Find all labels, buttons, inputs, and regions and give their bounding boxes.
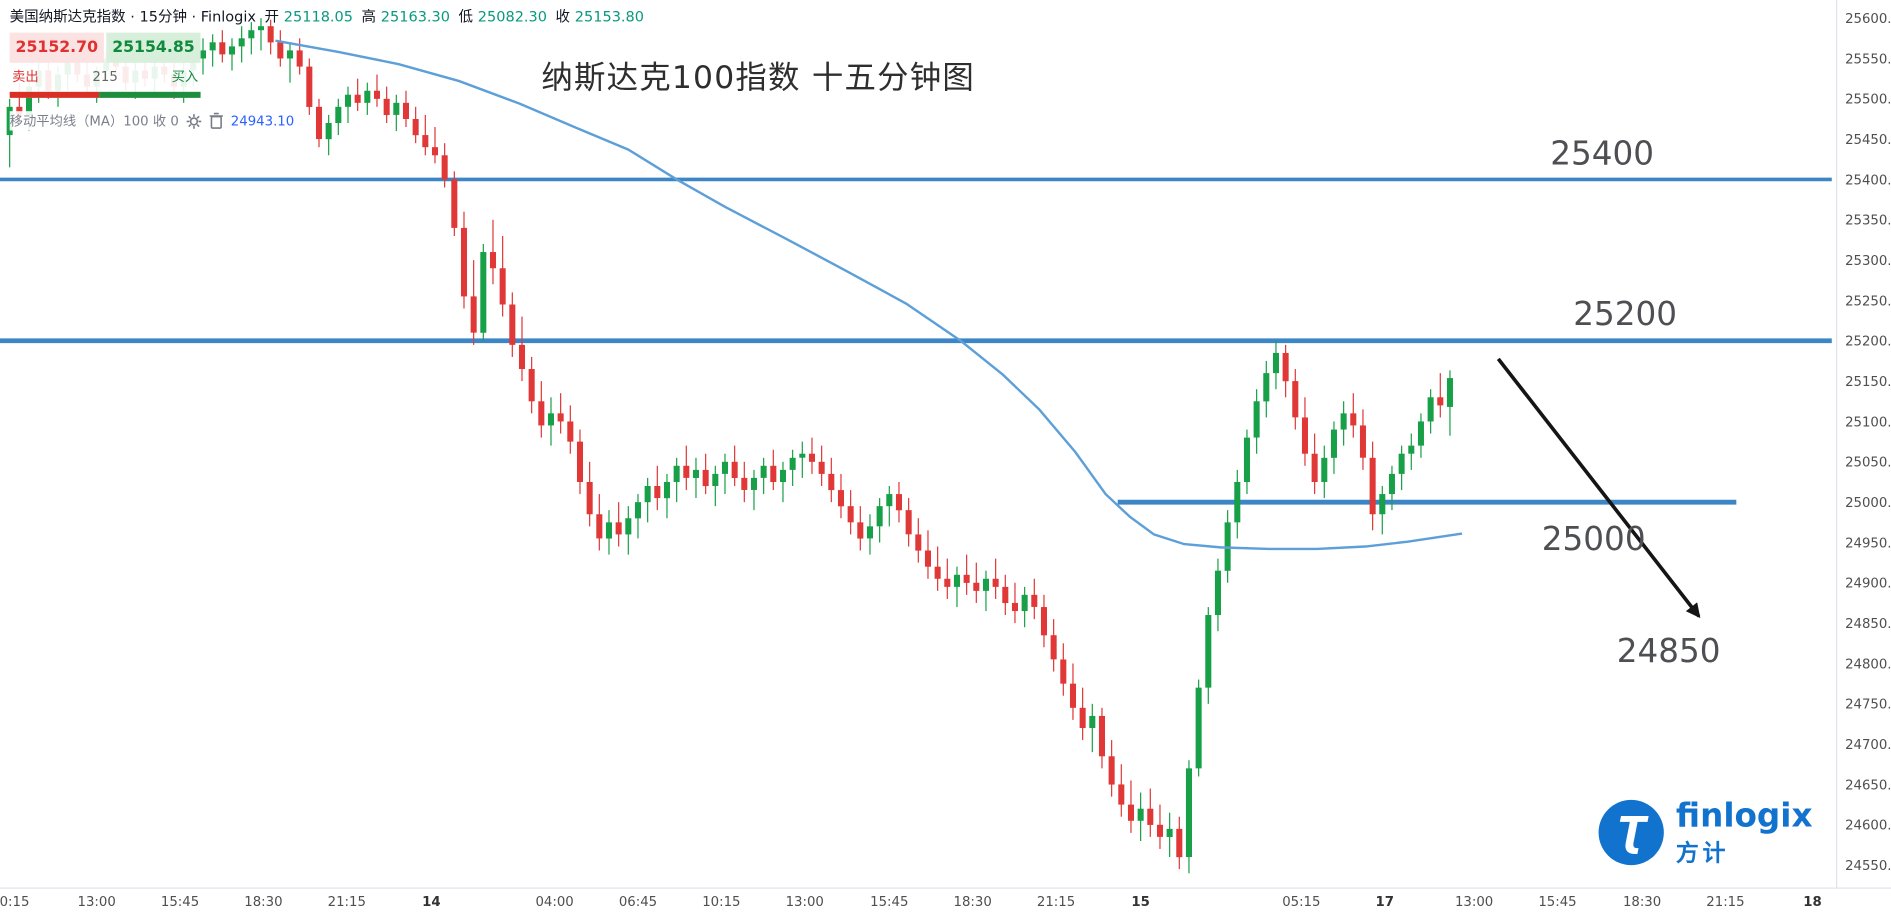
x-axis-tick: 21:15 [1037, 895, 1075, 910]
ohlc-high-value: 25163.30 [380, 7, 450, 25]
x-axis-tick: 04:00 [535, 895, 573, 910]
x-axis-tick: 10:15 [702, 895, 740, 910]
ohlc-open-value: 25118.05 [283, 7, 353, 25]
x-axis-tick: 21:15 [328, 895, 366, 910]
ma-line [275, 39, 1463, 551]
instrument-title[interactable]: 美国纳斯达克指数 · 15分钟 · Finlogix [9, 8, 256, 26]
x-axis-tick: 13:00 [78, 895, 116, 910]
y-axis-tick: 25200.00 [1845, 335, 1891, 350]
x-axis-tick: 17 [1375, 895, 1393, 910]
x-axis-tick: 0:15 [0, 895, 29, 910]
buy-label: 买入 [171, 68, 199, 85]
x-axis-tick: 21:15 [1706, 895, 1744, 910]
y-axis-tick: 25150.00 [1845, 375, 1891, 390]
instrument-header: 美国纳斯达克指数 · 15分钟 · Finlogix 开 25118.05 高 … [10, 6, 644, 27]
trend-arrow [1496, 357, 1701, 619]
y-axis-tick: 24550.00 [1845, 859, 1891, 874]
ohlc-low-value: 25082.30 [477, 7, 548, 25]
y-axis-tick: 24850.00 [1845, 617, 1891, 632]
y-axis-tick: 25000.00 [1845, 496, 1891, 511]
x-axis-tick: 05:15 [1282, 895, 1320, 910]
y-axis-tick: 24900.00 [1845, 577, 1891, 592]
y-axis-tick: 24700.00 [1845, 738, 1891, 753]
chart-title: 纳斯达克100指数 十五分钟图 [541, 60, 975, 97]
quote-panel: 25152.70 25154.85 卖出 215 买入 [9, 32, 201, 98]
level-label-25000: 25000 [1541, 520, 1646, 559]
x-axis-tick: 06:45 [619, 895, 657, 910]
ohlc-close-label: 收 [555, 8, 570, 26]
spread-value: 215 [92, 68, 118, 84]
x-axis-tick: 15:45 [1538, 895, 1576, 910]
x-axis-tick: 15:45 [870, 895, 908, 910]
ohlc-low-label: 低 [458, 8, 473, 26]
x-axis-tick: 15:45 [161, 895, 199, 910]
y-axis-tick: 24650.00 [1845, 778, 1891, 793]
x-axis-tick: 13:00 [1455, 895, 1493, 910]
depth-bar [9, 91, 201, 98]
x-axis-tick: 18 [1803, 895, 1821, 910]
ma-value: 24943.10 [230, 112, 295, 129]
y-axis-tick: 25350.00 [1845, 214, 1891, 229]
y-axis-tick: 25450.00 [1845, 133, 1891, 148]
y-axis-tick: 25600.00 [1845, 12, 1891, 27]
y-axis-tick: 25300.00 [1845, 254, 1891, 269]
ohlc-close-value: 25153.80 [574, 7, 645, 25]
ma-indicator-label: 移动平均线（MA）100 收 0 [9, 113, 179, 130]
finlogix-icon: Ʈ [1598, 800, 1664, 866]
x-axis-tick: 13:00 [786, 895, 824, 910]
x-axis-tick: 15 [1131, 895, 1149, 910]
y-axis-tick: 24750.00 [1845, 698, 1891, 713]
level-label-25400: 25400 [1550, 135, 1655, 173]
y-axis-tick: 25500.00 [1845, 93, 1891, 108]
y-axis-tick: 25550.00 [1845, 52, 1891, 67]
y-axis-tick: 24950.00 [1845, 536, 1891, 551]
level-label-25200: 25200 [1573, 296, 1678, 334]
ohlc-high-label: 高 [361, 8, 376, 26]
x-axis-tick: 18:30 [954, 895, 992, 910]
finlogix-brand-cn: 方计 [1675, 839, 1730, 866]
ma-indicator-row: 移动平均线（MA）100 收 0 24943.10 [9, 111, 295, 131]
y-axis-tick: 25400.00 [1845, 173, 1891, 188]
candles [6, 18, 1453, 874]
y-axis-tick: 25050.00 [1845, 456, 1891, 471]
depth-bar-buy [99, 91, 201, 98]
y-axis-tick: 24600.00 [1845, 819, 1891, 834]
finlogix-brand-text: finlogix [1675, 797, 1813, 835]
depth-bar-sell [9, 91, 100, 98]
x-axis-tick: 14 [422, 895, 440, 910]
y-axis-tick: 25100.00 [1845, 415, 1891, 430]
x-axis-tick: 18:30 [1623, 895, 1661, 910]
sell-label: 卖出 [12, 68, 39, 85]
ohlc-open-label: 开 [264, 8, 279, 26]
sell-price-button[interactable]: 25152.70 [9, 32, 104, 63]
x-axis-tick: 18:30 [244, 895, 282, 910]
ma-delete-icon[interactable] [209, 112, 223, 129]
finlogix-logo: Ʈ finlogix 方计 [1598, 797, 1813, 867]
ma-settings-icon[interactable] [186, 113, 202, 129]
y-axis-tick: 24800.00 [1845, 657, 1891, 672]
level-label-24850: 24850 [1616, 633, 1721, 671]
buy-price-button[interactable]: 25154.85 [106, 32, 201, 63]
y-axis-tick: 25250.00 [1845, 294, 1891, 309]
